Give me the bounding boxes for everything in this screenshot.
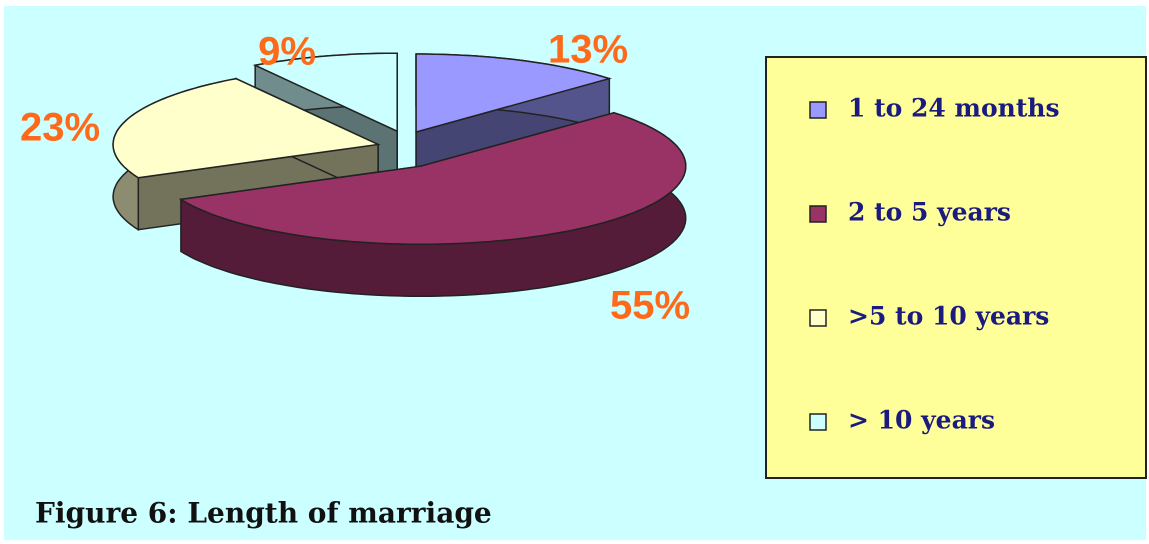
data-label: 13% bbox=[548, 28, 628, 72]
slice-top bbox=[415, 53, 612, 133]
slice-top bbox=[178, 112, 687, 245]
data-label: 23% bbox=[20, 106, 100, 150]
legend-swatch bbox=[809, 205, 827, 223]
slice bbox=[178, 111, 687, 297]
legend-swatch bbox=[809, 101, 827, 119]
legend-swatch bbox=[809, 309, 827, 327]
data-label: 9% bbox=[258, 30, 316, 74]
chart-title: Figure 6: Length of marriage bbox=[35, 497, 492, 530]
legend-box bbox=[765, 56, 1147, 479]
legend-swatch bbox=[809, 413, 827, 431]
legend-label: >5 to 10 years bbox=[848, 302, 1049, 331]
legend-label: 2 to 5 years bbox=[848, 198, 1011, 227]
legend-label: 1 to 24 months bbox=[848, 94, 1060, 123]
slice-top bbox=[112, 77, 381, 179]
slice-top bbox=[252, 52, 398, 133]
data-label: 55% bbox=[610, 284, 690, 328]
legend-label: > 10 years bbox=[848, 406, 995, 435]
